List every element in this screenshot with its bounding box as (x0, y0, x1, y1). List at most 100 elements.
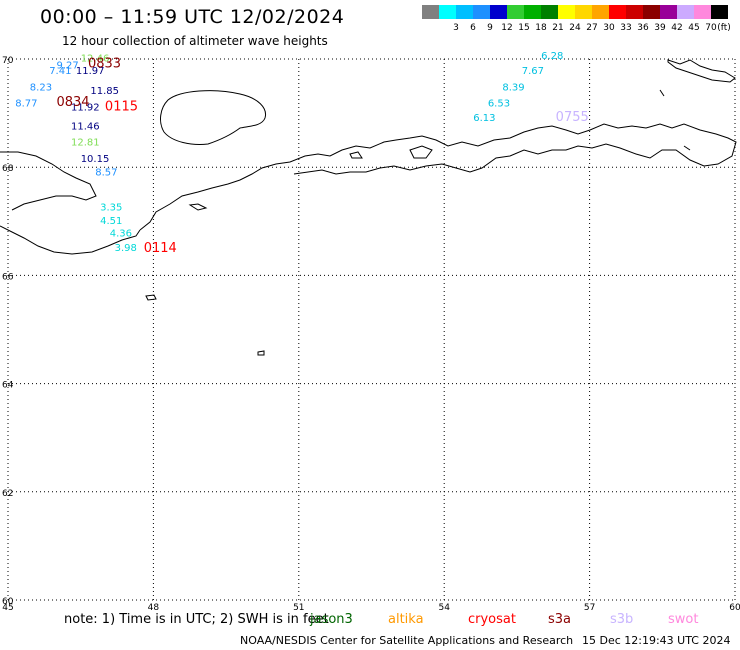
page-subtitle: 12 hour collection of altimeter wave hei… (62, 34, 328, 48)
axis-labels: 45 48 51 54 57 60 70 68 66 64 62 60 (2, 56, 740, 613)
coastline-kanin-peninsula (0, 151, 97, 211)
satellite-legend-item: s3a (548, 612, 572, 627)
coastline (0, 59, 737, 356)
pass-time-label: 0115 (105, 99, 138, 114)
pass-time-label: 0833 (88, 57, 121, 72)
colorbar-tick-label: 27 (586, 23, 598, 33)
colorbar-swatch (541, 5, 558, 19)
wave-height-value: 8.23 (30, 82, 52, 93)
colorbar-swatch (558, 5, 575, 19)
coastline-island-small (145, 294, 157, 301)
coastline-island-small-2 (257, 350, 265, 356)
satellite-legend-item: cryosat (468, 612, 516, 627)
time-labels: 0833 0834 0115 0114 0755 (56, 57, 588, 256)
wave-height-value: 11.85 (90, 86, 119, 97)
colorbar-tick-label: 36 (637, 23, 649, 33)
colorbar-swatch (507, 5, 524, 19)
colorbar-swatch (490, 5, 507, 19)
pass-time-label: 0755 (556, 110, 589, 125)
satellite-legend-item: jason3 (310, 612, 353, 627)
colorbar-tick-label: 42 (671, 23, 683, 33)
wave-height-value: 9.27 (56, 61, 78, 72)
wave-height-value: 12.46 (81, 54, 110, 65)
coastline-novaya-zemlya (667, 59, 736, 83)
colorbar-tick-label: 70 (705, 23, 717, 33)
colorbar-swatch (660, 5, 677, 19)
wave-height-value: 12.81 (71, 138, 100, 149)
colorbar-tick-label: 12 (501, 23, 513, 33)
page-title: 00:00 – 11:59 UTC 12/02/2024 (40, 6, 345, 28)
coastline-island-dolgiy (188, 203, 208, 211)
coastline-mainland (139, 123, 737, 231)
colorbar-tick-label: 6 (470, 23, 476, 33)
note-text: note: 1) Time is in UTC; 2) SWH is in fe… (64, 612, 329, 627)
colorbar-tick-label: 39 (654, 23, 666, 33)
colorbar-tick-label: 9 (487, 23, 493, 33)
colorbar-swatch (473, 5, 490, 19)
colorbar-tick-label: 24 (569, 23, 581, 33)
colorbar-swatch (592, 5, 609, 19)
colorbar-swatch (439, 5, 456, 19)
colorbar-tick-label: 45 (688, 23, 700, 33)
colorbar-swatch (575, 5, 592, 19)
lon-tick-label: 60 (729, 603, 740, 613)
wave-height-value: 11.92 (71, 102, 100, 113)
wave-height-value: 8.57 (95, 167, 117, 178)
colorbar-swatch (711, 5, 728, 19)
colorbar-unit: (ft) (717, 23, 731, 33)
pass-time-label: 0834 (56, 95, 89, 110)
colorbar-swatch (609, 5, 626, 19)
satellite-legend-item: swot (668, 612, 699, 627)
coastline-kolguev-island (160, 90, 267, 145)
lon-tick-label: 48 (148, 603, 160, 613)
wave-height-value: 3.98 (115, 243, 137, 254)
coastline-mezen-bay (0, 225, 141, 255)
wave-height-value: 7.41 (49, 66, 71, 77)
lon-tick-label: 54 (438, 603, 450, 613)
colorbar-swatch (422, 5, 439, 19)
grid (7, 58, 736, 601)
colorbar-swatch (694, 5, 711, 19)
lon-tick-label: 57 (584, 603, 595, 613)
coastline-island-small-4 (659, 89, 665, 97)
pass-time-label: 0114 (144, 241, 177, 256)
wave-height-value: 11.97 (76, 66, 105, 77)
wave-height-value: 4.36 (110, 228, 132, 239)
coastline-island-small-5 (683, 145, 691, 151)
colorbar-swatch (643, 5, 660, 19)
lat-tick-label: 68 (2, 164, 14, 174)
wave-height-value: 7.67 (522, 66, 544, 77)
timestamp: 15 Dec 12:19:43 UTC 2024 (582, 634, 731, 647)
lon-tick-label: 51 (293, 603, 304, 613)
wave-height-value: 10.15 (81, 154, 110, 165)
wave-height-value: 4.51 (100, 216, 122, 227)
colorbar-tick-label: 30 (603, 23, 615, 33)
lat-tick-label: 62 (2, 489, 13, 499)
colorbar-tick-label: 33 (620, 23, 632, 33)
wave-height-value: 8.39 (502, 82, 524, 93)
coastline-island-small-3 (349, 151, 363, 159)
colorbar-tick-label: 15 (518, 23, 530, 33)
lat-tick-label: 60 (2, 597, 14, 607)
wave-height-value: 6.13 (473, 113, 495, 124)
wave-height-value: 3.35 (100, 202, 122, 213)
colorbar-swatch (626, 5, 643, 19)
observations: 12.469.277.41 11.97 8.23 11.85 8.77 11.92 11.4… (15, 51, 563, 254)
satellite-legend-item: s3b (610, 612, 634, 627)
wave-height-value: 11.46 (71, 121, 100, 132)
lat-tick-label: 66 (2, 272, 14, 282)
coastline-island-vaygach (409, 145, 433, 159)
colorbar-swatch (524, 5, 541, 19)
colorbar-swatch (677, 5, 694, 19)
colorbar-tick-label: 18 (535, 23, 547, 33)
lon-tick-label: 45 (2, 603, 13, 613)
satellite-legend-item: altika (388, 612, 424, 627)
wave-height-value: 6.28 (541, 51, 563, 62)
credit-text: NOAA/NESDIS Center for Satellite Applica… (240, 634, 574, 647)
wave-height-value: 8.77 (15, 99, 37, 110)
lat-tick-label: 70 (2, 56, 14, 66)
colorbar-tick-label: 21 (552, 23, 564, 33)
wave-height-value: 6.53 (488, 99, 510, 110)
colorbar-swatch (456, 5, 473, 19)
